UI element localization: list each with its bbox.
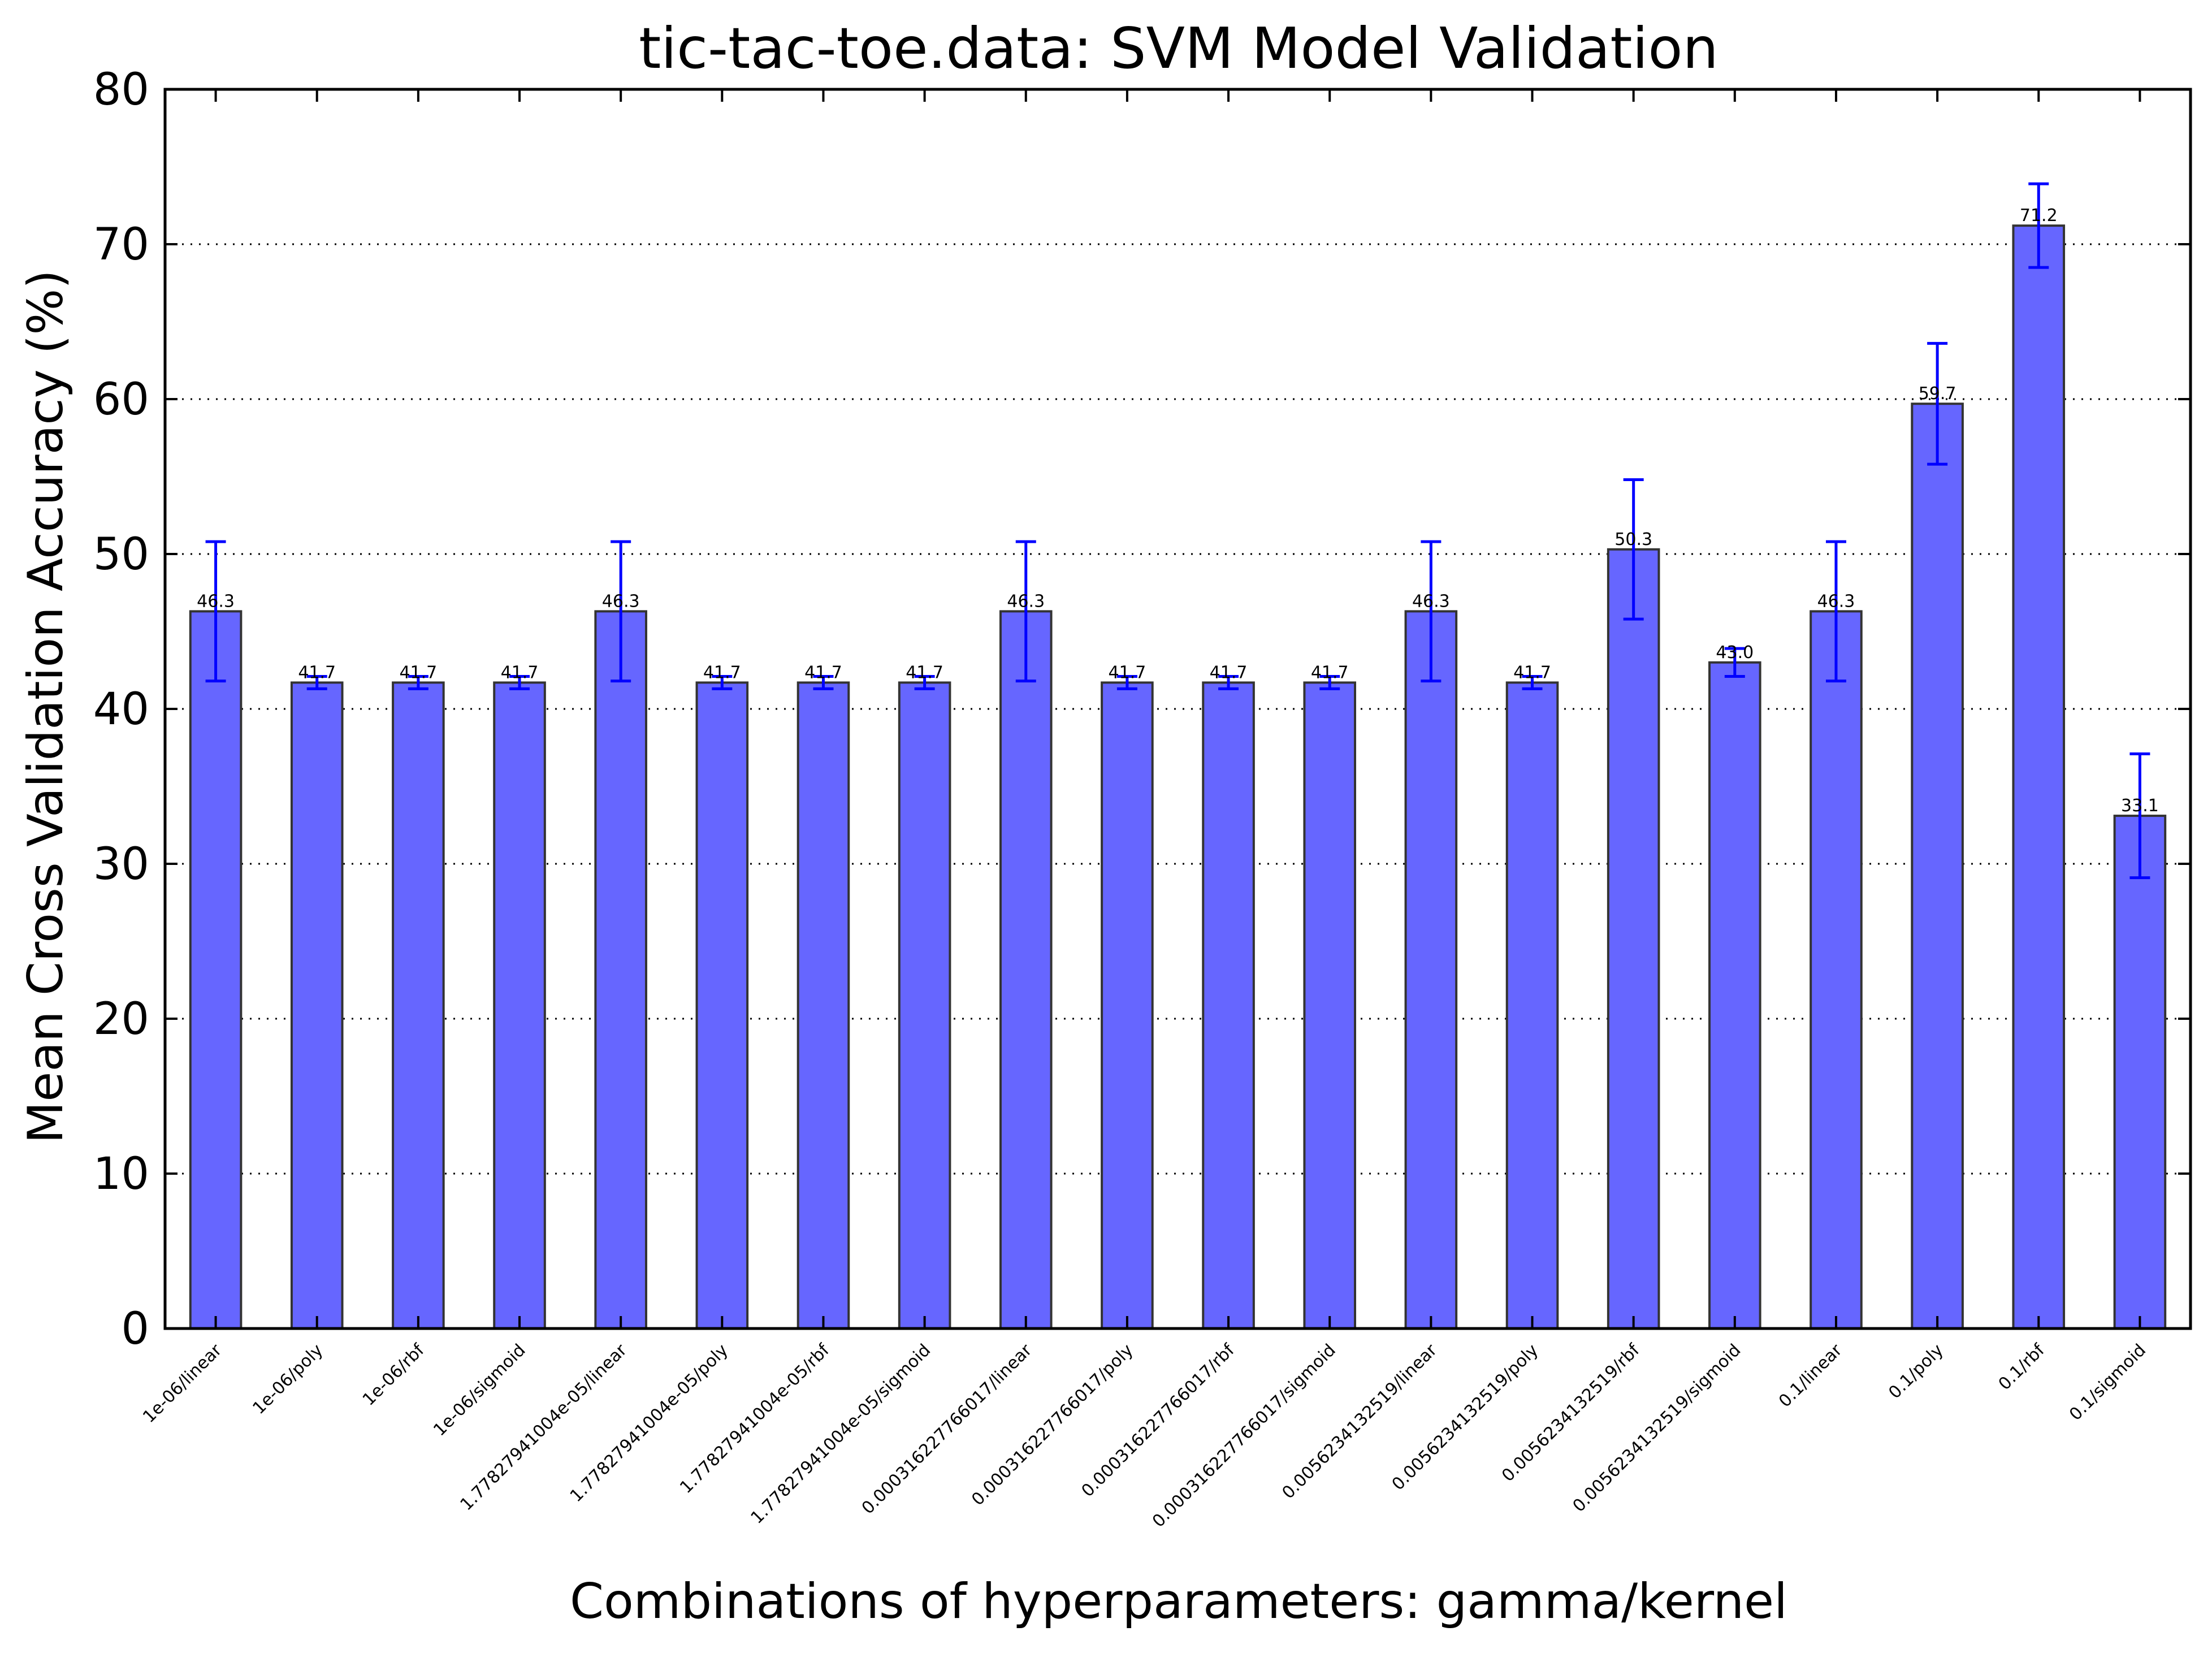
- y-tick-label: 10: [93, 1149, 149, 1200]
- bar: [1708, 661, 1761, 1330]
- bar: [999, 610, 1053, 1330]
- data-label: 46.3: [1007, 591, 1045, 611]
- data-label: 46.3: [1412, 591, 1450, 611]
- bar: [1810, 610, 1863, 1330]
- y-tick-label: 20: [93, 994, 149, 1045]
- bar: [1303, 681, 1357, 1330]
- data-label: 50.3: [1614, 530, 1652, 549]
- bar: [695, 681, 749, 1330]
- y-axis-label: Mean Cross Validation Accuracy (%): [18, 270, 74, 1144]
- y-tick-label: 60: [93, 374, 149, 425]
- y-tick-label: 0: [121, 1304, 149, 1355]
- bar: [392, 681, 445, 1330]
- data-label: 71.2: [2020, 206, 2058, 226]
- error-bars: [205, 182, 2150, 880]
- data-label: 59.7: [1919, 384, 1956, 404]
- data-label: 41.7: [804, 663, 842, 682]
- bar: [797, 681, 850, 1330]
- bar: [290, 681, 344, 1330]
- y-tick-label: 30: [93, 839, 149, 890]
- bar: [898, 681, 951, 1330]
- data-label: 41.7: [399, 663, 437, 682]
- data-label: 41.7: [298, 663, 336, 682]
- data-labels: 46.3 41.7 41.7 41.7 46.3 41.7 41.7 41.7 46.3 41.7…: [197, 206, 2159, 816]
- data-label: 41.7: [1109, 663, 1146, 682]
- bar: [594, 610, 647, 1330]
- data-label: 41.7: [1210, 663, 1248, 682]
- data-label: 46.3: [197, 591, 235, 611]
- bar: [1505, 681, 1559, 1330]
- bar: [2113, 815, 2167, 1330]
- bar: [1101, 681, 1154, 1330]
- data-label: 43.0: [1716, 643, 1754, 663]
- y-tick-label: 40: [93, 684, 149, 735]
- data-label: 46.3: [1817, 591, 1855, 611]
- bars: [189, 224, 2167, 1330]
- bar: [1404, 610, 1458, 1330]
- bar: [1202, 681, 1255, 1330]
- y-tick-label: 50: [93, 529, 149, 580]
- y-tick-label: 80: [93, 64, 149, 115]
- y-tick-label: 70: [93, 219, 149, 270]
- bar: [1607, 548, 1660, 1330]
- x-axis-label: Combinations of hyperparameters: gamma/k…: [570, 1573, 1787, 1630]
- bar: [1911, 403, 1964, 1330]
- data-label: 41.7: [1311, 663, 1349, 682]
- data-label: 46.3: [602, 591, 640, 611]
- data-label: 33.1: [2121, 796, 2159, 816]
- bar: [2012, 224, 2066, 1330]
- bar: [493, 681, 546, 1330]
- data-label: 41.7: [501, 663, 539, 682]
- bar: [189, 610, 243, 1330]
- chart-title: tic-tac-toe.data: SVM Model Validation: [639, 15, 1718, 81]
- data-label: 41.7: [906, 663, 943, 682]
- data-label: 41.7: [703, 663, 741, 682]
- y-axis-ticks: 0 10 20 30 40 50 60 70 80: [93, 64, 2191, 1355]
- data-label: 41.7: [1513, 663, 1551, 682]
